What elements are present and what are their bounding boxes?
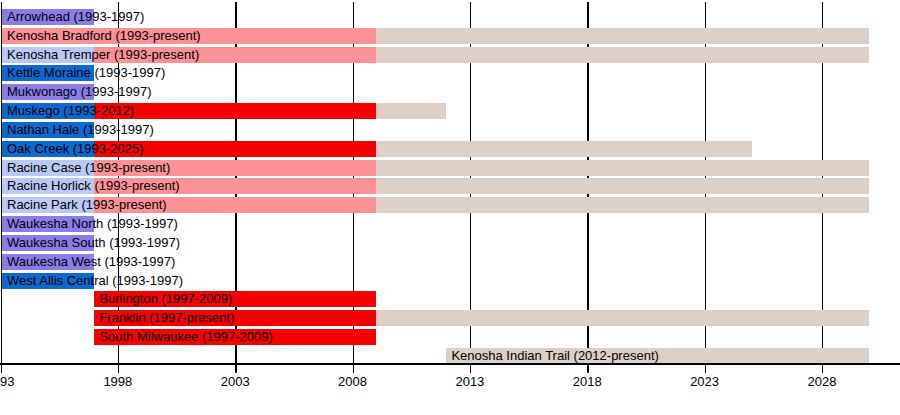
x-axis-tick-1998 <box>118 365 120 373</box>
x-axis-tick-label-1993: 93 <box>0 374 14 389</box>
x-axis-tick-label-2023: 2023 <box>690 374 719 389</box>
x-axis-tick-2013 <box>470 365 472 373</box>
x-axis-tick-label-2018: 2018 <box>573 374 602 389</box>
x-axis-line <box>0 363 900 365</box>
x-axis-tick-label-2028: 2028 <box>807 374 836 389</box>
x-axis-tick-label-2008: 2008 <box>338 374 367 389</box>
x-axis-tick-2003 <box>235 365 237 373</box>
x-axis-tick-label-1998: 1998 <box>103 374 132 389</box>
x-axis-tick-1993 <box>1 365 3 373</box>
x-axis-tick-label-2003: 2003 <box>221 374 250 389</box>
x-axis-tick-2028 <box>822 365 824 373</box>
x-axis-tick-label-2013: 2013 <box>455 374 484 389</box>
conference-membership-timeline: Arrowhead (1993-1997)Kenosha Bradford (1… <box>0 0 900 415</box>
x-axis-tick-2023 <box>705 365 707 373</box>
x-axis-layer: 93 1998 2003 2008 2013 2018 2023 2028 <box>0 0 900 415</box>
x-axis-tick-2008 <box>353 365 355 373</box>
x-axis-tick-2018 <box>587 365 589 373</box>
